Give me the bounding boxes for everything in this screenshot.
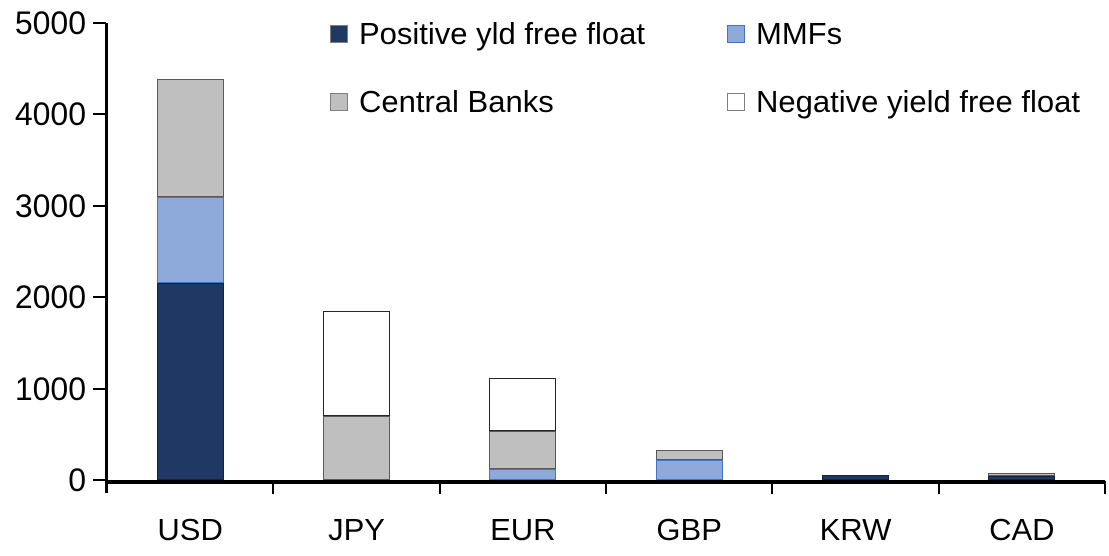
y-axis-tick — [93, 479, 106, 481]
y-axis-tick — [93, 204, 106, 207]
bar-usd-segment — [156, 283, 224, 480]
x-axis-tick — [937, 481, 940, 494]
bar-eur-segment — [489, 378, 557, 431]
y-axis-tick — [93, 113, 106, 116]
legend-item-negative-yield-free-float: Negative yield free float — [727, 84, 1080, 120]
category-label: EUR — [490, 512, 556, 547]
category-label: CAD — [989, 512, 1055, 547]
bar-usd-segment — [156, 79, 224, 197]
y-axis-tick-label: 1000 — [14, 370, 86, 407]
category-label: KRW — [819, 512, 892, 547]
bar-eur-segment — [489, 431, 557, 469]
bar-gbp-segment — [655, 460, 723, 480]
category-label: GBP — [656, 512, 722, 547]
y-axis-tick-label: 0 — [68, 462, 86, 498]
x-axis-tick — [1104, 481, 1106, 494]
bar-cad-segment — [988, 473, 1056, 476]
legend-item-positive-yld-free-float: Positive yld free float — [330, 16, 645, 52]
x-axis-tick — [605, 481, 607, 494]
legend-swatch-central-banks-icon — [330, 93, 348, 111]
legend-label-central-banks: Central Banks — [359, 84, 554, 119]
bar-usd-segment — [156, 197, 224, 283]
bar-jpy-segment — [323, 311, 390, 416]
x-axis-tick — [771, 481, 774, 494]
legend-label-positive: Positive yld free float — [359, 16, 646, 51]
y-axis-tick-label: 3000 — [14, 187, 86, 224]
bar-jpy-segment — [323, 416, 390, 480]
bar-krw-segment — [822, 475, 889, 480]
legend-swatch-negative-icon — [727, 93, 745, 111]
legend-item-central-banks: Central Banks — [330, 84, 554, 120]
legend-label-mmfs: MMFs — [756, 16, 843, 51]
y-axis-tick-label: 4000 — [14, 96, 86, 133]
y-axis-tick-label: 2000 — [14, 279, 86, 316]
category-label: USD — [157, 512, 223, 547]
bar-eur-segment — [489, 469, 557, 480]
category-label: JPY — [328, 512, 385, 547]
y-axis-line — [105, 23, 108, 493]
bar-cad-segment — [988, 476, 1056, 480]
legend-item-mmfs: MMFs — [727, 16, 842, 52]
legend-swatch-mmfs-icon — [727, 25, 745, 43]
legend-label-negative: Negative yield free float — [756, 84, 1080, 119]
y-axis-tick — [93, 296, 106, 299]
y-axis-tick — [93, 387, 106, 390]
y-axis-tick-label: 5000 — [14, 5, 86, 41]
x-axis-tick — [272, 481, 275, 494]
y-axis-tick — [93, 22, 106, 24]
x-axis-tick — [438, 481, 441, 494]
bar-gbp-segment — [655, 450, 723, 460]
legend-swatch-positive-icon — [330, 25, 348, 43]
